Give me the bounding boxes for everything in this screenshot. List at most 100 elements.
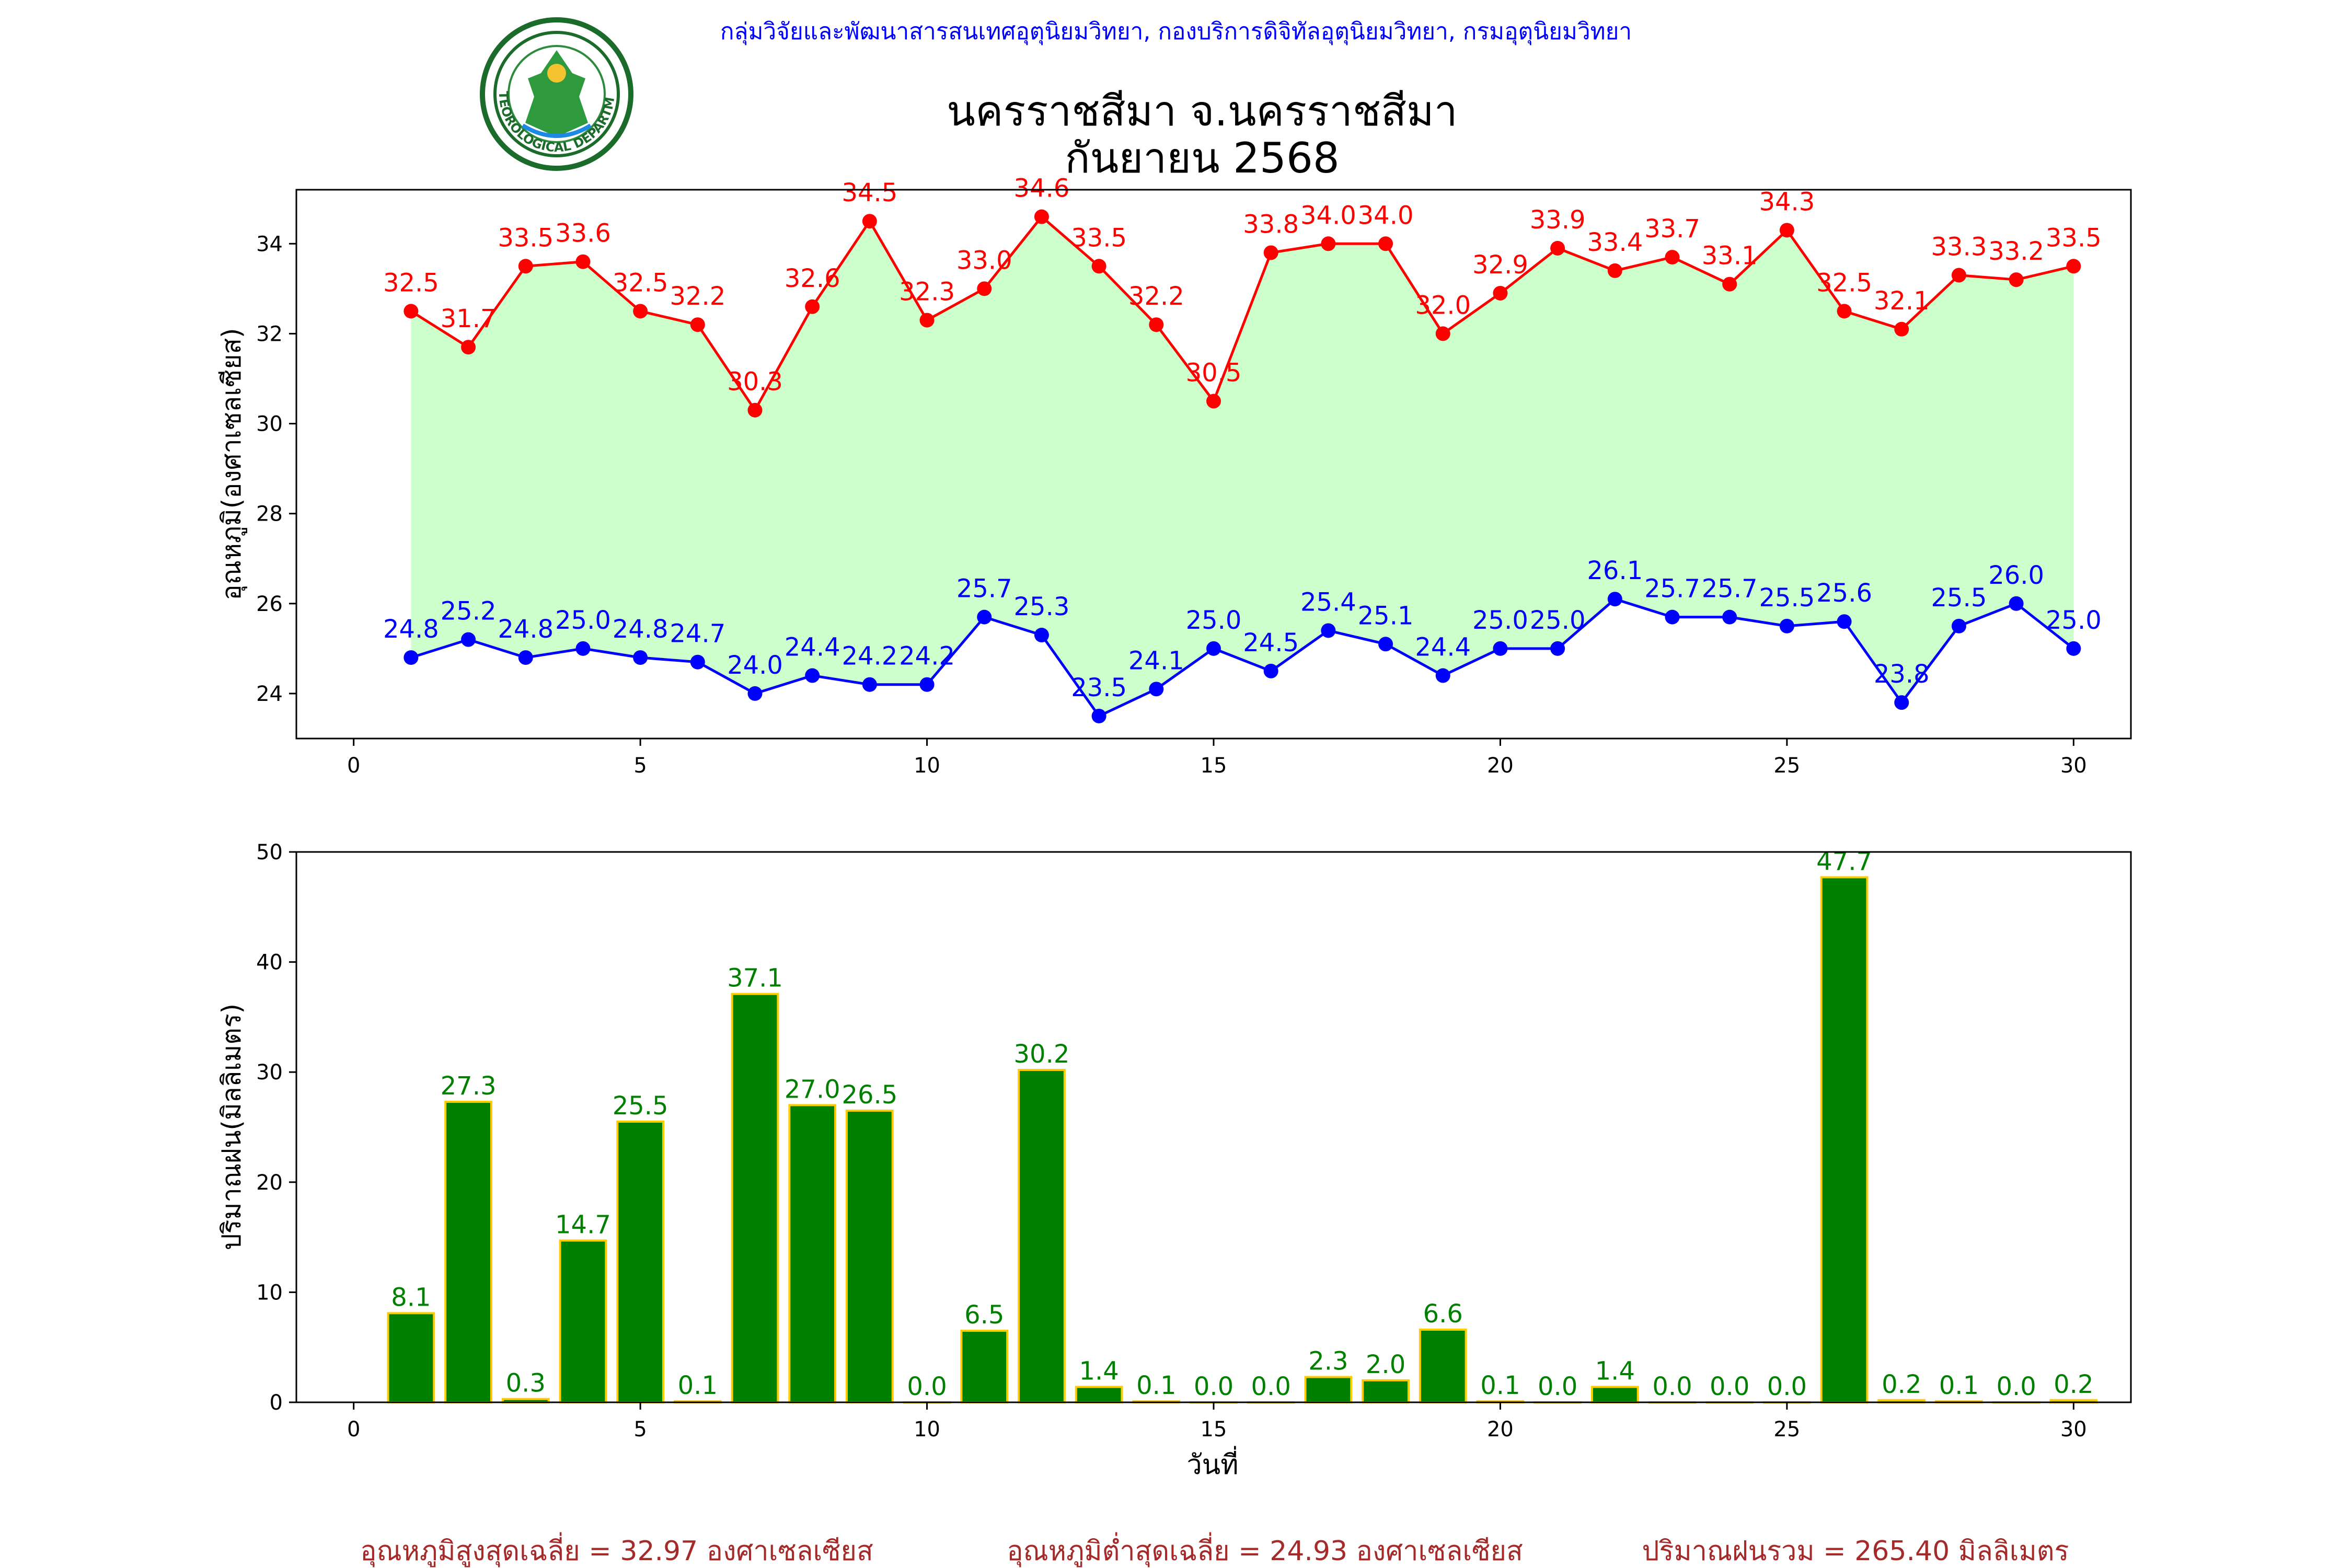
temp-max-label: 33.8 <box>1243 210 1299 239</box>
temp-min-label: 24.1 <box>1128 646 1184 675</box>
temp-min-point <box>633 650 648 665</box>
temp-min-point <box>461 632 476 647</box>
temp-min-label: 25.0 <box>555 606 611 635</box>
temp-min-point <box>403 650 419 665</box>
temp-y-tick-label: 32 <box>256 322 283 346</box>
rain-bar-label: 0.1 <box>1939 1371 1979 1400</box>
temp-max-label: 34.0 <box>1300 201 1356 230</box>
temp-min-line <box>410 597 2074 718</box>
rain-bar <box>1304 1376 1353 1404</box>
temp-min-point <box>805 668 820 683</box>
rain-bar-label: 8.1 <box>391 1283 431 1312</box>
rain-y-tick-label: 40 <box>256 951 283 975</box>
rain-x-tick-label: 0 <box>347 1417 360 1442</box>
rain-bar-label: 0.2 <box>1882 1370 1921 1399</box>
temperature-y-axis-label: อุณหภูมิ(องศาเซลเซียส) <box>216 328 247 600</box>
rain-bar <box>616 1120 664 1403</box>
chart-title-line1: นครราชสีมา จ.นครราชสีมา <box>947 87 1457 135</box>
temp-min-point <box>1435 668 1450 683</box>
temp-min-point <box>575 641 591 656</box>
rain-bar-label: 2.0 <box>1366 1350 1405 1379</box>
temp-max-point <box>1034 209 1049 224</box>
rain-bar-label: 0.3 <box>506 1369 546 1398</box>
temp-min-point <box>1722 609 1737 625</box>
temp-max-point <box>1263 245 1278 260</box>
temp-min-label: 25.6 <box>1816 579 1872 608</box>
rain-bar-label: 25.5 <box>613 1091 668 1121</box>
temp-min-label: 26.1 <box>1587 556 1643 585</box>
temp-max-label: 32.2 <box>670 282 725 311</box>
rain-bar-label: 6.5 <box>964 1300 1004 1330</box>
temp-min-label: 24.5 <box>1243 628 1299 658</box>
temp-max-point <box>1493 285 1508 301</box>
temp-min-point <box>1607 592 1622 607</box>
rain-bar <box>960 1330 1009 1404</box>
temp-min-point <box>2066 641 2081 656</box>
temp-min-label: 25.0 <box>1472 606 1528 635</box>
org-line: กลุ่มวิจัยและพัฒนาสารสนเทศอุตุนิยมวิทยา,… <box>720 18 1632 45</box>
temperature-chart: 32.531.733.5 33.632.5 32.230.332.634.532.3… <box>216 174 2132 778</box>
temp-max-label: 30.3 <box>727 367 783 397</box>
rain-y-tick-label: 0 <box>270 1391 283 1415</box>
temp-max-point <box>1091 259 1106 274</box>
meteorological-department-logo: METEOROLOGICAL DEPARTMENT <box>0 0 633 171</box>
temp-max-point <box>633 304 648 319</box>
rain-bar-label: 2.3 <box>1308 1347 1348 1376</box>
temp-max-label: 32.6 <box>785 264 840 293</box>
temp-max-point <box>1837 304 1852 319</box>
temp-max-point <box>518 259 533 274</box>
temp-min-label: 24.8 <box>383 615 439 644</box>
temp-max-point <box>747 402 763 418</box>
temp-min-point <box>1321 623 1336 638</box>
rain-bar-label: 27.3 <box>441 1071 497 1101</box>
rain-x-tick-label: 30 <box>2060 1417 2087 1442</box>
temp-min-label: 25.5 <box>1931 583 1987 613</box>
temp-max-point <box>1722 276 1737 292</box>
temp-min-label: 24.4 <box>1415 633 1471 662</box>
temp-min-point <box>1149 682 1164 697</box>
temp-max-label: 34.0 <box>1358 201 1414 230</box>
rain-y-tick-label: 30 <box>256 1060 283 1085</box>
temp-max-point <box>2009 272 2024 287</box>
temp-max-point <box>1779 223 1794 238</box>
temp-max-label: 33.4 <box>1587 228 1643 257</box>
rainfall-y-axis-label: ปริมาณฝน(มิลลิเมตร) <box>216 1004 247 1250</box>
temp-min-label: 23.8 <box>1874 660 1930 689</box>
temp-min-point <box>1493 641 1508 656</box>
temp-min-label: 24.2 <box>899 642 955 671</box>
rain-x-tick-label: 20 <box>1487 1417 1514 1442</box>
temp-max-point <box>1149 317 1164 332</box>
temp-max-label: 34.3 <box>1759 187 1815 216</box>
temp-max-label: 32.1 <box>1874 286 1930 316</box>
temp-min-label: 24.2 <box>841 642 897 671</box>
temp-min-label: 25.7 <box>1702 574 1758 604</box>
temp-max-label: 32.5 <box>1816 268 1872 297</box>
temp-max-point <box>1665 250 1680 265</box>
chart-title-line2: กันยายน 2568 <box>1065 134 1340 182</box>
temp-min-point <box>1206 641 1221 656</box>
rain-bar-label: 0.1 <box>1480 1371 1520 1400</box>
rain-bar <box>846 1109 894 1403</box>
rain-bar <box>387 1312 435 1404</box>
temp-min-label: 24.7 <box>670 619 725 649</box>
temp-max-point <box>690 317 705 332</box>
temp-min-label: 25.0 <box>2046 606 2102 635</box>
rain-x-tick-label: 10 <box>914 1417 940 1442</box>
temp-min-label: 24.8 <box>498 615 554 644</box>
temp-max-label: 32.2 <box>1128 282 1184 311</box>
rain-bar <box>444 1101 492 1403</box>
temp-max-point <box>977 281 992 296</box>
rainfall-x-axis-label: วันที่ <box>1186 1446 1238 1481</box>
rain-bar-label: 27.0 <box>785 1075 840 1104</box>
temp-max-label: 33.3 <box>1931 233 1987 262</box>
temp-min-point <box>1263 663 1278 678</box>
temp-min-label: 25.0 <box>1530 606 1586 635</box>
temp-max-label: 34.5 <box>841 178 897 207</box>
temp-min-label: 24.4 <box>785 633 840 662</box>
temp-min-label: 25.4 <box>1300 587 1356 617</box>
rain-bar <box>1590 1386 1639 1404</box>
rain-y-tick-label: 20 <box>256 1171 283 1195</box>
temp-y-tick-label: 30 <box>256 412 283 436</box>
temp-max-point <box>862 214 877 229</box>
rain-x-tick-label: 15 <box>1201 1417 1227 1442</box>
